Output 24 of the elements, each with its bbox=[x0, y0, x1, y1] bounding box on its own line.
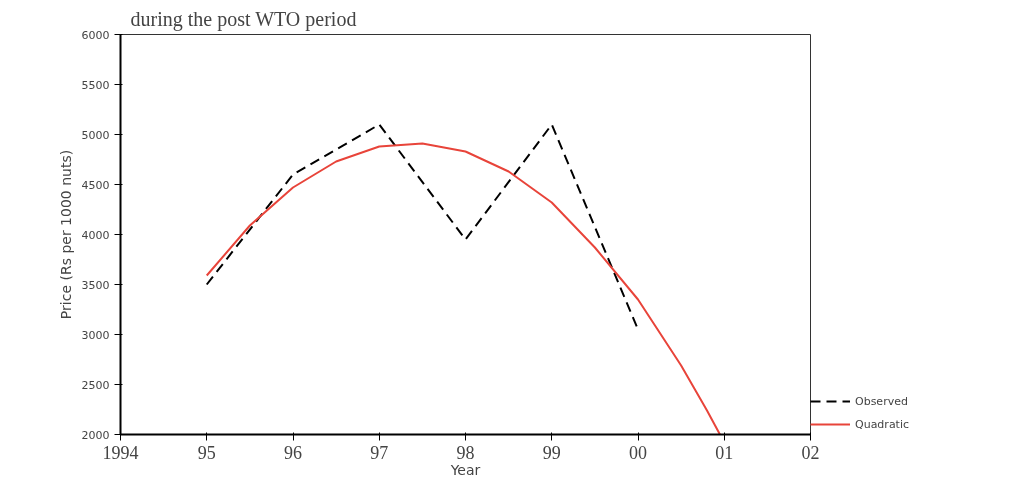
x-tick-label: 99 bbox=[542, 442, 561, 463]
x-tick-label: 97 bbox=[370, 442, 389, 463]
legend-label: Quadratic bbox=[855, 417, 910, 431]
legend-label: Observed bbox=[855, 394, 908, 408]
x-axis-title: Year bbox=[449, 461, 481, 478]
y-tick-label: 3000 bbox=[81, 328, 110, 342]
x-tick-label: 02 bbox=[801, 442, 820, 463]
y-tick-label: 5500 bbox=[81, 78, 110, 92]
y-tick-label: 2500 bbox=[81, 378, 110, 392]
x-tick-label: 96 bbox=[284, 442, 302, 463]
x-tick-label: 1994 bbox=[102, 442, 139, 463]
x-tick-label: 00 bbox=[629, 442, 647, 463]
y-tick-label: 4000 bbox=[81, 228, 110, 242]
y-tick-label: 6000 bbox=[81, 28, 110, 42]
line-series bbox=[205, 142, 721, 435]
y-tick-label: 2000 bbox=[81, 428, 110, 442]
y-tick-label: 4500 bbox=[81, 178, 110, 192]
y-tick-label: 5000 bbox=[81, 128, 110, 142]
x-tick-label: 98 bbox=[456, 442, 475, 463]
x-tick-label: 01 bbox=[715, 442, 734, 463]
chart-title: during the post WTO period bbox=[130, 7, 357, 31]
y-tick-label: 3500 bbox=[81, 278, 110, 292]
y-axis-title: Price (Rs per 1000 nuts) bbox=[57, 149, 74, 320]
x-tick-label: 95 bbox=[197, 442, 216, 463]
